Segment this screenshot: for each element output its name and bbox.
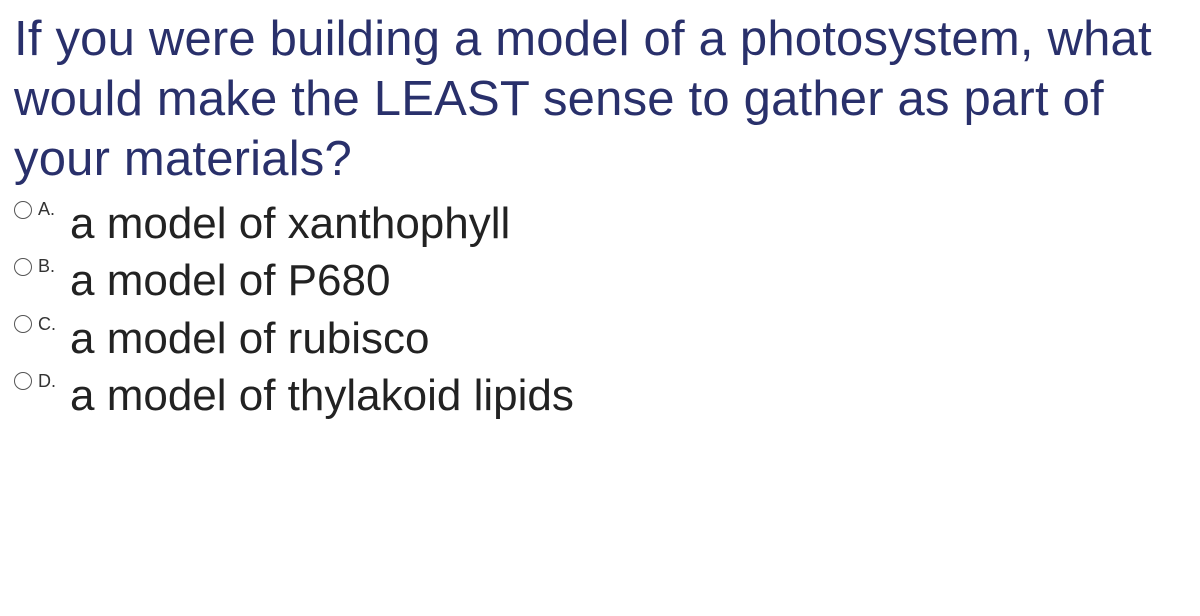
option-b-text: a model of P680: [70, 252, 390, 309]
radio-icon[interactable]: [14, 315, 32, 333]
option-a[interactable]: A. a model of xanthophyll: [14, 195, 1186, 252]
options-list: A. a model of xanthophyll B. a model of …: [14, 195, 1186, 424]
option-b[interactable]: B. a model of P680: [14, 252, 1186, 309]
option-d-marker[interactable]: D.: [14, 367, 70, 392]
option-d-text: a model of thylakoid lipids: [70, 367, 574, 424]
option-d[interactable]: D. a model of thylakoid lipids: [14, 367, 1186, 424]
quiz-container: If you were building a model of a photos…: [0, 0, 1200, 424]
option-c[interactable]: C. a model of rubisco: [14, 310, 1186, 367]
option-b-marker[interactable]: B.: [14, 252, 70, 277]
radio-icon[interactable]: [14, 258, 32, 276]
option-b-letter: B.: [38, 256, 55, 277]
question-text: If you were building a model of a photos…: [14, 10, 1186, 189]
option-c-text: a model of rubisco: [70, 310, 430, 367]
option-a-letter: A.: [38, 199, 55, 220]
radio-icon[interactable]: [14, 201, 32, 219]
radio-icon[interactable]: [14, 372, 32, 390]
option-a-text: a model of xanthophyll: [70, 195, 510, 252]
option-c-marker[interactable]: C.: [14, 310, 70, 335]
option-c-letter: C.: [38, 314, 56, 335]
option-a-marker[interactable]: A.: [14, 195, 70, 220]
option-d-letter: D.: [38, 371, 56, 392]
